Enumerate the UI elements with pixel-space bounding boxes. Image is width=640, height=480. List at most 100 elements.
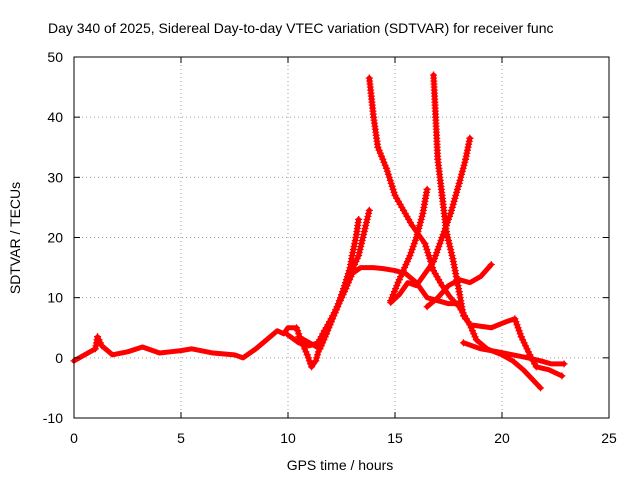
- data-point-marker: [423, 246, 431, 254]
- data-point-marker: [423, 303, 431, 311]
- data-point-marker: [361, 224, 369, 232]
- data-point-marker: [455, 179, 463, 187]
- data-point-marker: [399, 267, 407, 275]
- data-point-marker: [360, 227, 368, 235]
- series-line: [366, 75, 565, 379]
- grid-lines: [74, 57, 609, 418]
- axis-ticks: 0 5 10 15 20 25 -10 0 10 20 30 40 50: [43, 49, 617, 446]
- data-point-marker: [462, 152, 470, 160]
- y-tick-label: 50: [47, 49, 63, 65]
- data-point-marker: [454, 182, 462, 190]
- data-point-marker: [341, 279, 349, 287]
- data-point-marker: [324, 327, 332, 335]
- data-point-marker: [458, 170, 466, 178]
- data-point-marker: [94, 333, 102, 341]
- series-track-4: [365, 74, 566, 380]
- data-point-marker: [459, 164, 467, 172]
- data-point-marker: [381, 161, 389, 169]
- data-point-marker: [558, 372, 566, 380]
- data-point-marker: [293, 324, 301, 332]
- data-point-marker: [390, 188, 398, 196]
- series-track-1: [70, 206, 373, 371]
- data-point-marker: [449, 200, 457, 208]
- data-point-marker: [443, 230, 451, 238]
- data-point-marker: [323, 330, 331, 338]
- data-point-marker: [362, 218, 370, 226]
- series-line: [424, 262, 494, 310]
- data-point-marker: [95, 336, 103, 344]
- data-point-marker: [96, 339, 104, 347]
- data-point-marker: [387, 179, 395, 187]
- data-point-marker: [402, 261, 410, 269]
- data-point-marker: [343, 273, 351, 281]
- data-point-marker: [384, 170, 392, 178]
- data-point-marker: [387, 297, 395, 305]
- data-point-marker: [445, 240, 453, 248]
- data-point-marker: [514, 324, 522, 332]
- data-point-marker: [389, 291, 397, 299]
- data-point-marker: [416, 218, 424, 226]
- data-point-marker: [349, 249, 357, 257]
- data-point-marker: [463, 149, 471, 157]
- data-point-marker: [433, 249, 441, 257]
- data-point-marker: [468, 327, 476, 335]
- data-point-marker: [341, 282, 349, 290]
- data-point-marker: [359, 234, 367, 241]
- data-point-marker: [435, 243, 443, 251]
- data-point-marker: [379, 155, 387, 163]
- data-point-marker: [409, 243, 417, 251]
- x-axis-label: GPS time / hours: [287, 457, 394, 473]
- data-point-marker: [364, 212, 372, 220]
- data-point-marker: [319, 339, 327, 347]
- data-point-marker: [413, 230, 421, 238]
- data-point-marker: [388, 182, 396, 190]
- data-point-marker: [407, 249, 415, 257]
- data-point-marker: [405, 215, 413, 223]
- data-point-marker: [325, 324, 333, 332]
- data-point-marker: [304, 354, 312, 362]
- data-point-marker: [344, 270, 352, 278]
- data-point-marker: [459, 339, 467, 347]
- data-point-marker: [349, 246, 357, 254]
- data-point-marker: [340, 285, 348, 293]
- data-point-marker: [472, 336, 480, 344]
- data-point-marker: [394, 197, 402, 205]
- data-point-marker: [383, 167, 391, 175]
- data-point-marker: [334, 300, 342, 308]
- data-point-marker: [451, 194, 459, 202]
- data-point-marker: [362, 221, 370, 229]
- data-point-marker: [436, 279, 444, 287]
- data-point-marker: [452, 191, 460, 199]
- data-point-marker: [517, 333, 525, 341]
- x-tick-label: 20: [494, 430, 510, 446]
- data-point-marker: [396, 200, 404, 208]
- data-point-marker: [456, 176, 464, 184]
- data-point-marker: [394, 279, 402, 287]
- data-point-marker: [308, 363, 316, 371]
- data-point-marker: [522, 342, 530, 350]
- y-tick-label: 20: [47, 230, 63, 246]
- data-point-marker: [388, 294, 396, 302]
- data-point-marker: [303, 351, 311, 359]
- x-tick-label: 10: [280, 430, 296, 446]
- data-point-marker: [405, 255, 413, 263]
- data-point-marker: [363, 215, 371, 223]
- data-point-marker: [487, 261, 495, 269]
- data-point-marker: [424, 249, 432, 257]
- data-point-marker: [398, 203, 406, 211]
- data-point-marker: [305, 357, 313, 365]
- data-point-marker: [351, 240, 359, 248]
- data-point-marker: [352, 234, 360, 241]
- y-tick-label: 0: [55, 350, 63, 366]
- data-point-marker: [471, 333, 479, 341]
- data-point-marker: [524, 348, 532, 356]
- data-point-marker: [331, 309, 339, 317]
- data-point-marker: [336, 294, 344, 302]
- x-tick-label: 15: [387, 430, 403, 446]
- data-point-marker: [447, 249, 455, 257]
- data-point-marker: [393, 194, 401, 202]
- data-point-marker: [520, 339, 528, 347]
- data-point-marker: [448, 203, 456, 211]
- data-point-marker: [333, 303, 341, 311]
- data-point-marker: [295, 333, 303, 341]
